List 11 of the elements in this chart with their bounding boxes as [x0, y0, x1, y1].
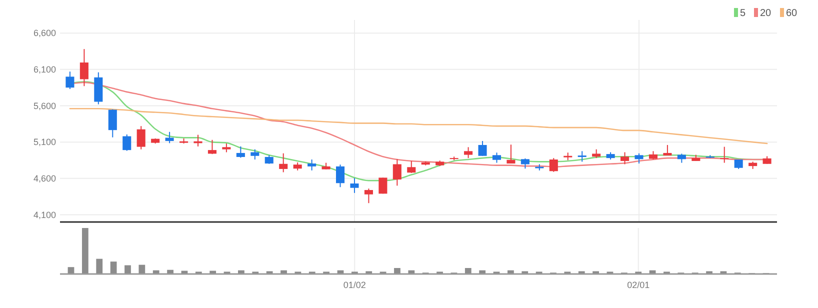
y-tick-label: 4,100	[33, 210, 56, 220]
x-tick-label: 01/02	[343, 280, 366, 290]
y-tick-label: 4,600	[33, 174, 56, 184]
y-tick-label: 5,600	[33, 100, 56, 111]
legend-label: 60	[786, 8, 798, 19]
legend-label: 5	[740, 8, 746, 19]
y-tick-label: 5,100	[33, 137, 56, 148]
y-tick-label: 6,100	[33, 64, 56, 75]
x-tick-label: 02/01	[627, 280, 650, 290]
y-tick-label: 6,600	[33, 28, 56, 38]
legend-label: 20	[760, 8, 772, 19]
